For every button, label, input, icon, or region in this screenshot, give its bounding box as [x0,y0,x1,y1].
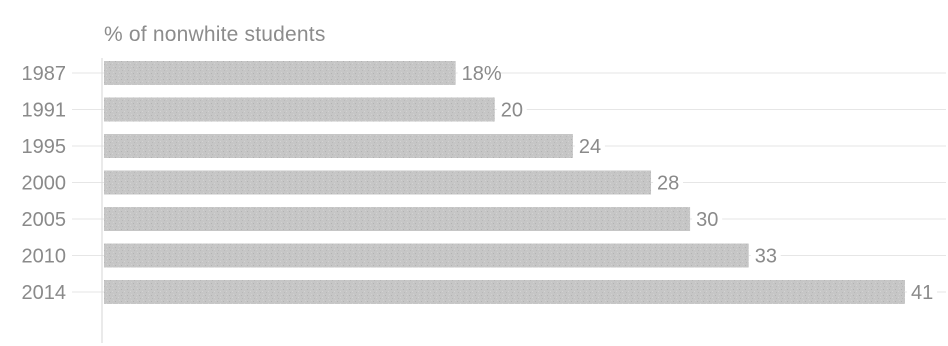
value-label: 30 [696,209,718,231]
value-label: 33 [755,246,777,268]
value-label: 28 [657,173,679,195]
bars [104,61,905,304]
value-label-bg [496,97,527,122]
chart-subtitle: % of nonwhite students [104,23,326,46]
value-label-bg [574,134,605,158]
value-label-bg [653,170,684,195]
bar [104,61,456,85]
y-tick-labels: 1987 1991 1995 2000 2005 2010 2014 [22,63,67,304]
y-tick-label: 2014 [22,282,67,304]
value-label-bg [457,61,499,85]
value-label: 41 [911,282,933,304]
y-tick-label: 2000 [22,173,67,195]
y-tick-label: 2005 [22,209,67,231]
value-label: 20 [501,100,523,122]
value-label-bg [692,207,723,231]
bar [104,97,495,122]
bar [104,170,652,195]
value-label-bg [907,280,937,304]
value-label: 24 [579,136,601,158]
bar [104,280,905,304]
value-labels: 18% 20 24 28 30 33 41 [457,61,937,304]
value-label: 18% [462,63,502,85]
value-label-bg [750,243,781,268]
bar [104,134,573,158]
y-tick-label: 1987 [22,63,67,85]
y-tick-label: 1991 [22,100,67,122]
y-tick-label: 1995 [22,136,67,158]
bar [104,207,691,231]
y-tick-label: 2010 [22,246,67,268]
bar [104,243,749,268]
